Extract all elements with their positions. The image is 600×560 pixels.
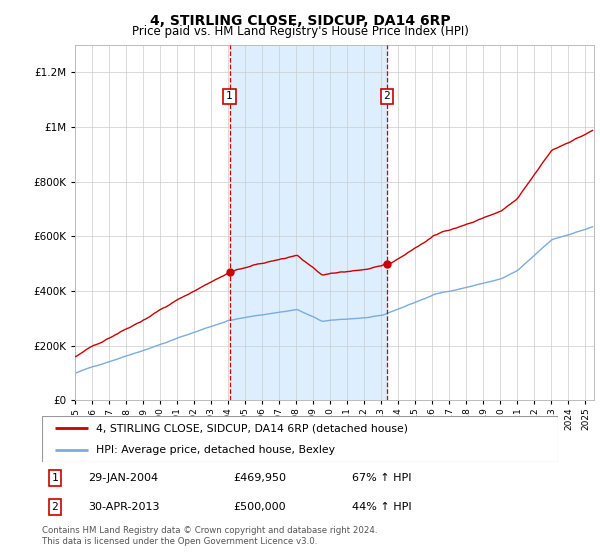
FancyBboxPatch shape: [42, 416, 558, 462]
Text: 2: 2: [52, 502, 58, 512]
Text: 4, STIRLING CLOSE, SIDCUP, DA14 6RP: 4, STIRLING CLOSE, SIDCUP, DA14 6RP: [149, 14, 451, 28]
Text: 67% ↑ HPI: 67% ↑ HPI: [352, 473, 411, 483]
Text: 4, STIRLING CLOSE, SIDCUP, DA14 6RP (detached house): 4, STIRLING CLOSE, SIDCUP, DA14 6RP (det…: [96, 423, 408, 433]
Text: 44% ↑ HPI: 44% ↑ HPI: [352, 502, 411, 512]
Text: 1: 1: [52, 473, 58, 483]
Bar: [230, 45, 387, 400]
Text: 2: 2: [383, 91, 390, 101]
Text: 1: 1: [226, 91, 233, 101]
Text: Price paid vs. HM Land Registry's House Price Index (HPI): Price paid vs. HM Land Registry's House …: [131, 25, 469, 38]
Text: HPI: Average price, detached house, Bexley: HPI: Average price, detached house, Bexl…: [96, 445, 335, 455]
Text: £469,950: £469,950: [233, 473, 286, 483]
Text: Contains HM Land Registry data © Crown copyright and database right 2024.
This d: Contains HM Land Registry data © Crown c…: [42, 526, 377, 546]
Text: 29-JAN-2004: 29-JAN-2004: [88, 473, 158, 483]
Text: £500,000: £500,000: [233, 502, 286, 512]
Text: 30-APR-2013: 30-APR-2013: [88, 502, 160, 512]
